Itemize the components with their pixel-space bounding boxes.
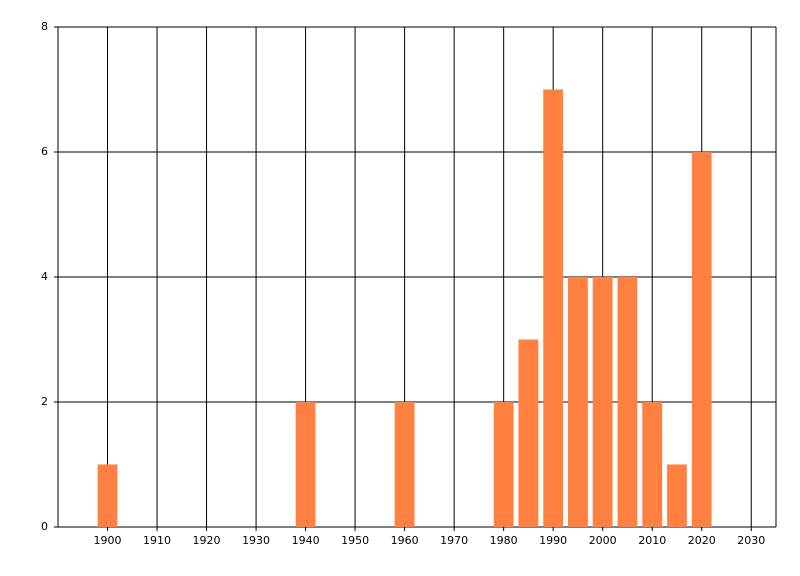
bar	[394, 402, 415, 527]
bar	[543, 89, 564, 527]
bar	[691, 152, 712, 527]
x-tick-label: 2030	[737, 534, 765, 547]
x-tick-label: 1960	[391, 534, 419, 547]
bar	[518, 339, 539, 527]
y-tick-label: 2	[41, 395, 48, 408]
bar	[592, 277, 613, 527]
x-tick-label: 2010	[638, 534, 666, 547]
bar	[568, 277, 588, 527]
y-tick-label: 8	[41, 20, 48, 33]
x-tick-label: 1940	[292, 534, 320, 547]
bar	[617, 277, 638, 527]
x-tick-label: 2020	[688, 534, 716, 547]
x-tick-label: 2000	[589, 534, 617, 547]
x-tick-label: 1950	[341, 534, 369, 547]
y-tick-label: 6	[41, 145, 48, 158]
x-tick-label: 1920	[193, 534, 221, 547]
x-tick-label: 1990	[539, 534, 567, 547]
y-tick-label: 4	[41, 270, 48, 283]
bar	[642, 402, 663, 527]
bar	[493, 402, 514, 527]
bar	[295, 402, 316, 527]
y-tick-label: 0	[41, 520, 48, 533]
bar	[97, 464, 118, 527]
x-tick-label: 1910	[143, 534, 171, 547]
x-tick-label: 1970	[440, 534, 468, 547]
x-tick-label: 1930	[242, 534, 270, 547]
bar	[667, 464, 687, 527]
x-tick-label: 1980	[490, 534, 518, 547]
x-tick-label: 1900	[94, 534, 122, 547]
